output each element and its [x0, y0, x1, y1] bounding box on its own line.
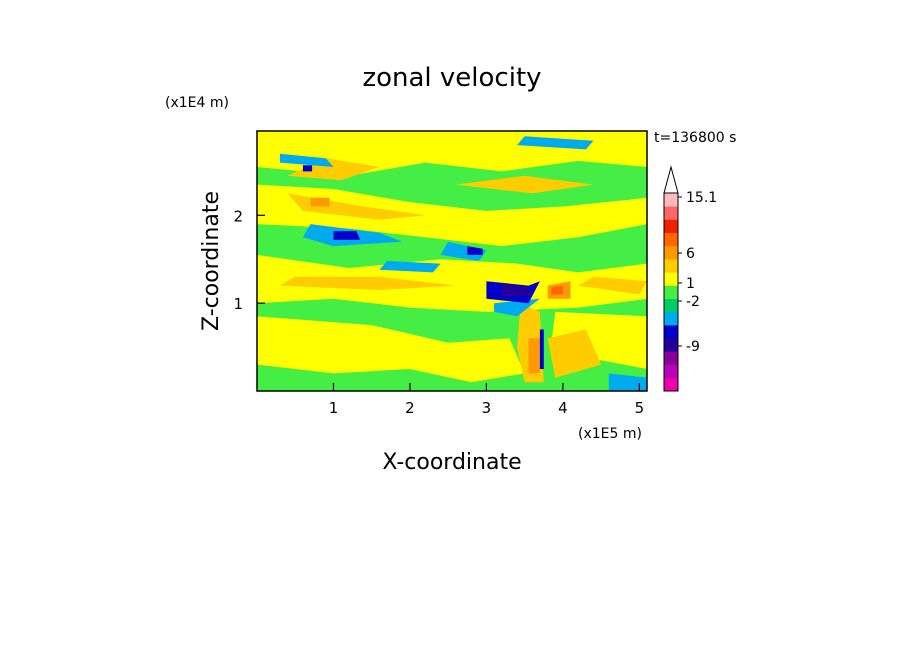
contour-region [287, 158, 380, 181]
colorbar-swatch [664, 311, 678, 326]
contour-region [528, 338, 540, 374]
x-tick-label: 3 [482, 399, 492, 417]
y-axis-ticks: 12 [233, 207, 265, 313]
contour-region [279, 276, 456, 290]
contour-regions [257, 131, 647, 391]
colorbar-label: 1 [686, 276, 695, 292]
colorbar-swatch [664, 272, 678, 286]
y-tick-label: 2 [233, 207, 243, 225]
colorbar-swatch [664, 377, 678, 392]
colorbar-label: 15.1 [686, 190, 717, 206]
colorbar-swatch [664, 338, 678, 352]
colorbar-frame [663, 192, 679, 392]
chart-title: zonal velocity [362, 63, 541, 93]
contour-region [551, 285, 563, 295]
colorbar-swatch [664, 259, 678, 273]
time-label: t=136800 s [654, 130, 736, 146]
y-axis-title: Z-coordinate [199, 191, 224, 331]
colorbar-swatch [664, 325, 678, 339]
colorbar-swatch [664, 285, 678, 299]
x-tick-label: 2 [405, 399, 415, 417]
contour-region [440, 241, 487, 261]
contour-region [302, 165, 313, 172]
contour-region [608, 373, 647, 391]
colorbar-swatch [664, 245, 678, 260]
x-tick-label: 5 [635, 399, 645, 417]
colorbar-label: -2 [686, 294, 700, 310]
plot-frame [256, 130, 648, 392]
contour-region [467, 246, 483, 255]
y-unit-label: (x1E4 m) [165, 95, 229, 111]
contour-region [257, 184, 647, 247]
colorbar-swatch [664, 232, 678, 247]
contour-region [539, 329, 544, 369]
x-axis-title: X-coordinate [382, 450, 521, 475]
contour-region [333, 231, 361, 240]
contour-region [279, 153, 334, 167]
contour-region [257, 316, 525, 383]
contour-region [517, 136, 594, 150]
x-tick-label: 4 [558, 399, 568, 417]
colorbar-top-arrow [663, 165, 679, 194]
colorbar: 15.1 6 1 -2 -9 [663, 165, 717, 392]
contour-region [455, 175, 594, 194]
colorbar-swatch [664, 219, 678, 233]
x-unit-label: (x1E5 m) [578, 426, 642, 442]
colorbar-swatch [664, 351, 678, 365]
contour-region [379, 261, 441, 273]
colorbar-swatch [664, 193, 678, 207]
contour-plot-area [256, 130, 648, 392]
colorbar-label: -9 [686, 339, 700, 355]
contour-region [547, 329, 602, 378]
contour-region [501, 283, 533, 297]
colorbar-swatch [664, 206, 678, 220]
x-tick-label: 1 [329, 399, 339, 417]
colorbar-swatch [664, 298, 678, 313]
contour-region [310, 197, 330, 207]
y-tick-label: 1 [233, 295, 243, 313]
colorbar-swatch [664, 364, 678, 379]
x-axis-ticks: 1 2 3 4 5 [329, 383, 644, 417]
contour-region [578, 276, 647, 295]
colorbar-label: 6 [686, 246, 695, 262]
